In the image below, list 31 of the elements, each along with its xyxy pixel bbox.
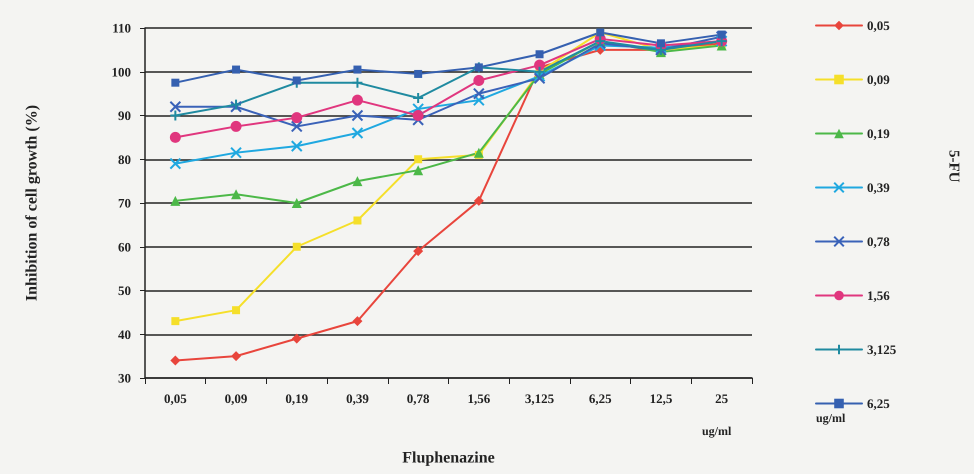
text: ug/ml: [702, 424, 732, 438]
legend-label: 0,78: [867, 234, 890, 249]
y-tick-label: 80: [118, 152, 131, 167]
x-tick-label: 0,09: [224, 391, 248, 406]
y-tick-label: 70: [118, 196, 131, 210]
y-tick-label: 90: [118, 108, 131, 123]
legend-label: 0,05: [867, 18, 890, 33]
x-tick-label: 0,39: [346, 391, 370, 406]
x-tick-label: 0,19: [285, 391, 309, 406]
y-tick-label: 110: [112, 20, 131, 36]
y-tick-label: 100: [112, 64, 131, 80]
x-tick-label: 0,78: [406, 391, 430, 406]
x-tick-label: 12,5: [650, 391, 673, 406]
y-tick-label: 40: [118, 326, 131, 342]
legend-label: 1,56: [867, 288, 890, 303]
legend-label: 0,09: [867, 72, 890, 87]
legend-label: 0,39: [867, 180, 890, 195]
x-tick-label: 1,56: [467, 391, 491, 406]
x-axis-title: Fluphenazine: [402, 450, 495, 466]
legend-title: 5-FU: [946, 150, 962, 183]
y-tick-label: 50: [118, 283, 131, 298]
y-axis-title: Inhibition of cell growth (%): [24, 104, 40, 302]
legend-label: 3,125: [867, 342, 897, 357]
x-tick-label: 25: [715, 391, 729, 406]
x-tick-label: 6,25: [588, 391, 612, 406]
legend-label: 0,19: [867, 126, 890, 141]
y-tick-label: 30: [118, 370, 131, 386]
y-tick-label: 60: [118, 239, 131, 254]
text: ug/ml: [816, 411, 846, 425]
x-tick-label: 0,05: [164, 391, 188, 406]
x-tick-label: 3,125: [524, 391, 555, 406]
